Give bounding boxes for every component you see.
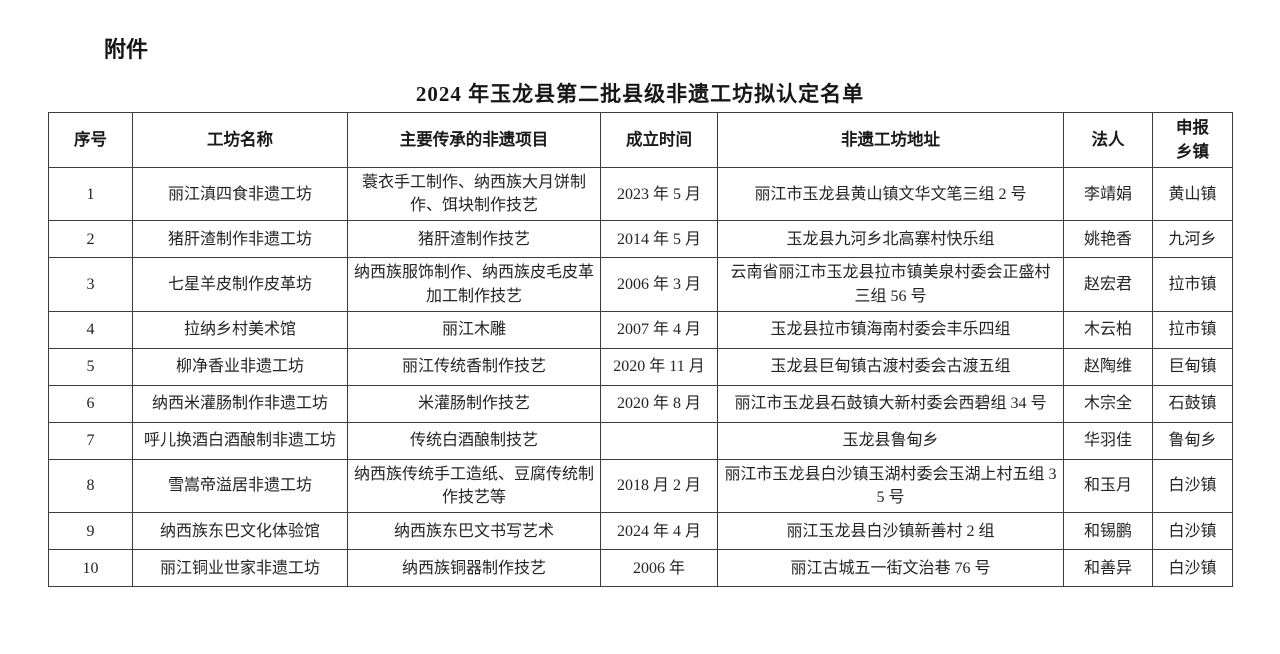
- table-cell: 和玉月: [1063, 458, 1153, 514]
- column-header: 工坊名称: [132, 112, 348, 168]
- table-cell: 姚艳香: [1063, 220, 1153, 259]
- table-cell: 2020 年 8 月: [600, 384, 718, 423]
- table-cell: 丽江铜业世家非遗工坊: [132, 549, 348, 588]
- table-cell: 李靖娟: [1063, 166, 1153, 222]
- table-cell: 丽江市玉龙县石鼓镇大新村委会西碧组 34 号: [717, 384, 1064, 423]
- table-cell: 玉龙县鲁甸乡: [717, 421, 1064, 460]
- table-cell: [600, 421, 718, 460]
- table-cell: 华羽佳: [1063, 421, 1153, 460]
- table-cell: 九河乡: [1152, 220, 1233, 259]
- column-header: 法人: [1063, 112, 1153, 168]
- table-cell: 纳西族传统手工造纸、豆腐传统制作技艺等: [347, 458, 601, 514]
- table-cell: 5: [48, 347, 133, 386]
- table-cell: 鲁甸乡: [1152, 421, 1233, 460]
- table-cell: 3: [48, 257, 133, 312]
- table-cell: 玉龙县巨甸镇古渡村委会古渡五组: [717, 347, 1064, 386]
- table-cell: 传统白酒酿制技艺: [347, 421, 601, 460]
- table-row: 5 柳净香业非遗工坊 丽江传统香制作技艺 2020 年 11 月玉龙县巨甸镇古渡村委会…: [48, 347, 1233, 386]
- table-cell: 2007 年 4 月: [600, 310, 718, 349]
- table-body: 1 丽江滇四食非遗工坊 蓑衣手工制作、纳西族大月饼制作、饵块制作技艺 2023 年 5…: [48, 166, 1233, 588]
- column-header: 非遗工坊地址: [717, 112, 1064, 168]
- table-cell: 纳西族铜器制作技艺: [347, 549, 601, 588]
- table-row: 3 七星羊皮制作皮革坊 纳西族服饰制作、纳西族皮毛皮革加工制作技艺 2006 年 3 …: [48, 257, 1233, 312]
- table-cell: 白沙镇: [1152, 458, 1233, 514]
- table-cell: 纳西族东巴文书写艺术: [347, 512, 601, 551]
- table-cell: 丽江古城五一街文治巷 76 号: [717, 549, 1064, 588]
- table-cell: 4: [48, 310, 133, 349]
- table-cell: 七星羊皮制作皮革坊: [132, 257, 348, 312]
- table-cell: 米灌肠制作技艺: [347, 384, 601, 423]
- table-cell: 柳净香业非遗工坊: [132, 347, 348, 386]
- table-row: 8 雪嵩帝溢居非遗工坊 纳西族传统手工造纸、豆腐传统制作技艺等 2018 月 2 月丽…: [48, 458, 1233, 514]
- table-cell: 2023 年 5 月: [600, 166, 718, 222]
- table-cell: 丽江滇四食非遗工坊: [132, 166, 348, 222]
- page-title: 2024 年玉龙县第二批县级非遗工坊拟认定名单: [415, 82, 865, 106]
- table-cell: 丽江市玉龙县白沙镇玉湖村委会玉湖上村五组 35 号: [717, 458, 1064, 514]
- table-cell: 黄山镇: [1152, 166, 1233, 222]
- table-cell: 玉龙县九河乡北高寨村快乐组: [717, 220, 1064, 259]
- table-cell: 9: [48, 512, 133, 551]
- table-cell: 2024 年 4 月: [600, 512, 718, 551]
- table-cell: 玉龙县拉市镇海南村委会丰乐四组: [717, 310, 1064, 349]
- table-cell: 纳西族服饰制作、纳西族皮毛皮革加工制作技艺: [347, 257, 601, 312]
- table-row: 2 猪肝渣制作非遗工坊 猪肝渣制作技艺 2014 年 5 月玉龙县九河乡北高寨村快乐组…: [48, 220, 1233, 259]
- table-cell: 拉市镇: [1152, 310, 1233, 349]
- table-row: 9 纳西族东巴文化体验馆 纳西族东巴文书写艺术 2024 年 4 月丽江玉龙县白沙镇新…: [48, 512, 1233, 551]
- table-cell: 1: [48, 166, 133, 222]
- table-cell: 猪肝渣制作技艺: [347, 220, 601, 259]
- workshop-table: 序号 工坊名称 主要传承的非遗项目 成立时间 非遗工坊地址 法人 申报 乡镇 1 丽江滇四食非…: [48, 112, 1233, 588]
- table-row: 6 纳西米灌肠制作非遗工坊 米灌肠制作技艺 2020 年 8 月丽江市玉龙县石鼓镇大新…: [48, 384, 1233, 423]
- table-cell: 纳西族东巴文化体验馆: [132, 512, 348, 551]
- table-cell: 丽江玉龙县白沙镇新善村 2 组: [717, 512, 1064, 551]
- table-cell: 和锡鹏: [1063, 512, 1153, 551]
- table-cell: 白沙镇: [1152, 512, 1233, 551]
- table-cell: 2018 月 2 月: [600, 458, 718, 514]
- table-row: 1 丽江滇四食非遗工坊 蓑衣手工制作、纳西族大月饼制作、饵块制作技艺 2023 年 5…: [48, 166, 1233, 222]
- table-cell: 木云柏: [1063, 310, 1153, 349]
- table-cell: 白沙镇: [1152, 549, 1233, 588]
- table-cell: 2014 年 5 月: [600, 220, 718, 259]
- column-header: 成立时间: [600, 112, 718, 168]
- table-cell: 赵宏君: [1063, 257, 1153, 312]
- table-row: 10 丽江铜业世家非遗工坊 纳西族铜器制作技艺 2006 年丽江古城五一街文治巷 76…: [48, 549, 1233, 588]
- table-cell: 猪肝渣制作非遗工坊: [132, 220, 348, 259]
- table-header-row: 序号 工坊名称 主要传承的非遗项目 成立时间 非遗工坊地址 法人 申报 乡镇: [48, 112, 1233, 168]
- table-cell: 呼儿换酒白酒酿制非遗工坊: [132, 421, 348, 460]
- table-row: 4 拉纳乡村美术馆 丽江木雕 2007 年 4 月玉龙县拉市镇海南村委会丰乐四组 木云柏…: [48, 310, 1233, 349]
- table-cell: 8: [48, 458, 133, 514]
- table-cell: 蓑衣手工制作、纳西族大月饼制作、饵块制作技艺: [347, 166, 601, 222]
- table-cell: 丽江木雕: [347, 310, 601, 349]
- table-cell: 石鼓镇: [1152, 384, 1233, 423]
- table-cell: 巨甸镇: [1152, 347, 1233, 386]
- table-cell: 6: [48, 384, 133, 423]
- table-cell: 2020 年 11 月: [600, 347, 718, 386]
- table-row: 7 呼儿换酒白酒酿制非遗工坊 传统白酒酿制技艺 玉龙县鲁甸乡 华羽佳 鲁甸乡: [48, 421, 1233, 460]
- column-header: 主要传承的非遗项目: [347, 112, 601, 168]
- table-cell: 丽江市玉龙县黄山镇文华文笔三组 2 号: [717, 166, 1064, 222]
- table-cell: 木宗全: [1063, 384, 1153, 423]
- table-cell: 丽江传统香制作技艺: [347, 347, 601, 386]
- table-cell: 云南省丽江市玉龙县拉市镇美泉村委会正盛村三组 56 号: [717, 257, 1064, 312]
- table-cell: 拉纳乡村美术馆: [132, 310, 348, 349]
- column-header: 申报 乡镇: [1152, 112, 1233, 168]
- table-cell: 10: [48, 549, 133, 588]
- table-cell: 拉市镇: [1152, 257, 1233, 312]
- table-cell: 和善异: [1063, 549, 1153, 588]
- table-cell: 2006 年: [600, 549, 718, 588]
- table-cell: 2006 年 3 月: [600, 257, 718, 312]
- column-header: 序号: [48, 112, 133, 168]
- table-cell: 纳西米灌肠制作非遗工坊: [132, 384, 348, 423]
- table-cell: 赵陶维: [1063, 347, 1153, 386]
- table-cell: 7: [48, 421, 133, 460]
- table-cell: 2: [48, 220, 133, 259]
- table-cell: 雪嵩帝溢居非遗工坊: [132, 458, 348, 514]
- attachment-label: 附件: [104, 37, 149, 62]
